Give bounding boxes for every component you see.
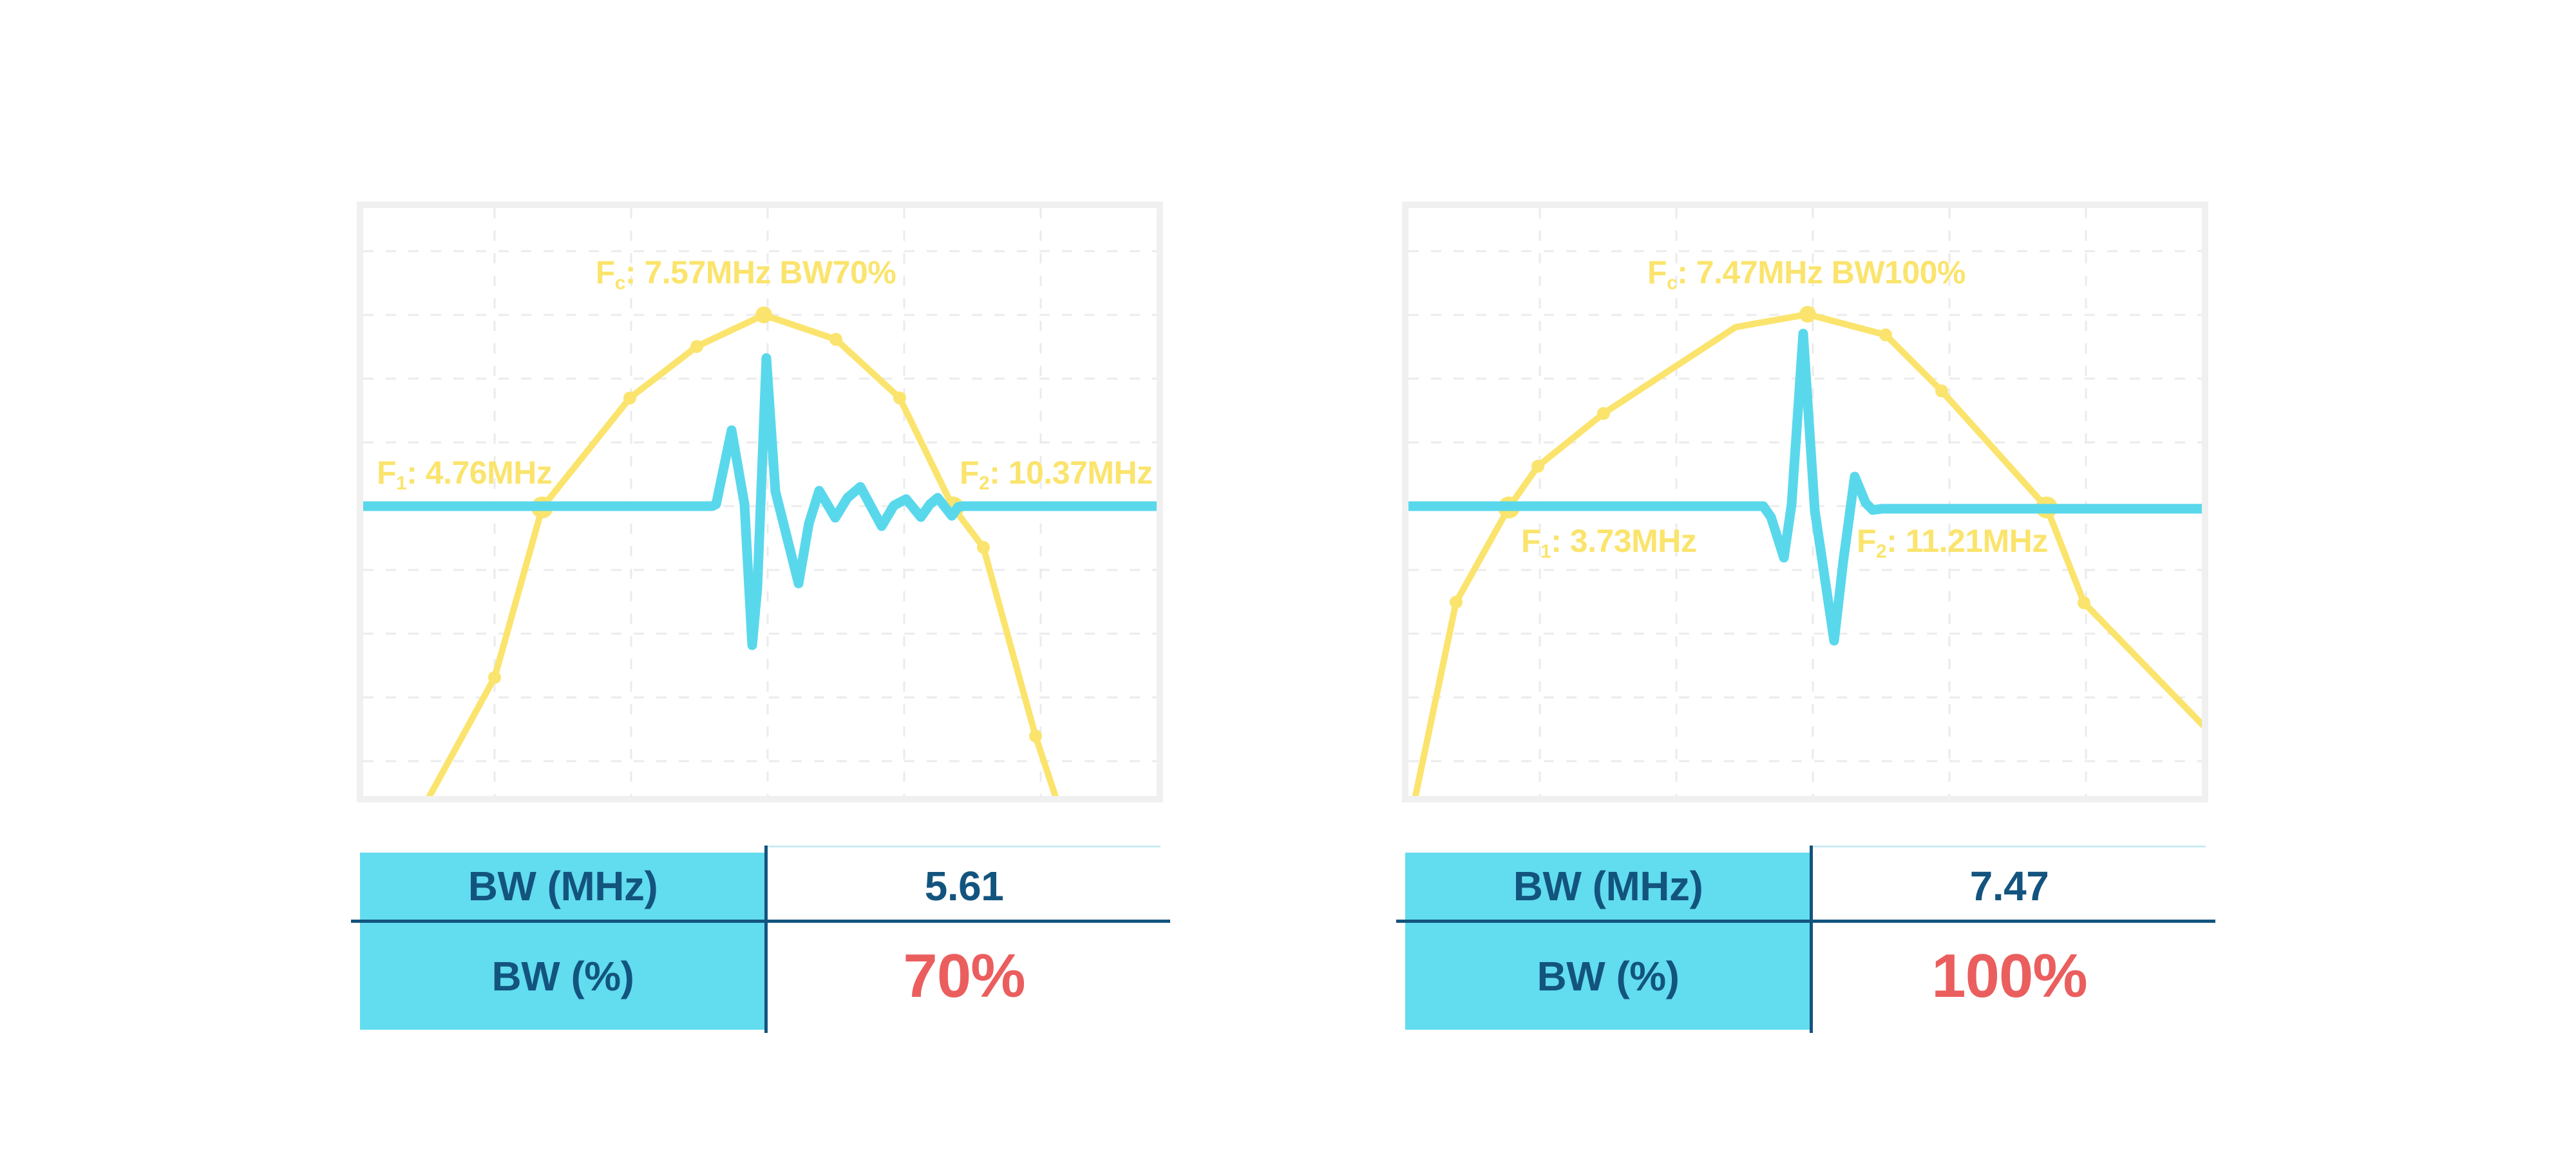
spectrum-data-marker [623,392,636,404]
f2-frequency-label: F2: 11.21MHz [1857,523,2048,562]
table-value-bw-percent: 70% [903,941,1025,1010]
center-frequency-label: Fc: 7.57MHz BW70% [595,254,896,293]
fc-label-f: F [595,254,616,290]
table-row-label-bw-percent: BW (%) [491,953,634,999]
center-frequency-label: Fc: 7.47MHz BW100% [1647,254,1965,293]
fc-label-subscript: c [614,272,626,294]
spectrum-data-marker [1935,384,1948,397]
spectrum-data-marker [488,671,501,684]
fc-label-subscript: c [1667,272,1678,294]
pulse-spectrum-chart [1402,202,2208,802]
spectrum-data-marker [1029,730,1042,743]
table-column-divider [764,846,768,1033]
table-column-divider [1810,846,1813,1033]
f2-label-subscript: 2 [1876,541,1887,562]
spectrum-data-marker [1597,407,1610,420]
spectrum-curve [426,312,1059,796]
table-row-label-bw-mhz: BW (MHz) [468,863,658,909]
spectrum-data-marker [1531,460,1544,473]
table-header-column-background [1405,853,1811,1030]
f2-label-value: : 11.21MHz [1886,523,2048,559]
pulse-spectrum-chart [357,202,1163,802]
f1-frequency-label: F1: 4.76MHz [377,455,553,493]
table-row-divider [351,920,1170,923]
pulse-waveform [1408,328,2202,646]
spectrum-data-marker [829,333,842,346]
table-top-border [766,846,1160,847]
f2-label-value: : 10.37MHz [989,455,1153,491]
fc-label-value: : 7.57MHz BW70% [625,254,896,290]
spectrum-curve [1412,311,2202,796]
f2-label-f: F [1857,523,1877,559]
f1-label-value: : 3.73MHz [1551,523,1697,559]
panel-bw70: Fc: 7.57MHz BW70% F1: 4.76MHz F2: 10.37M… [351,202,1170,1033]
spectrum-data-marker [977,541,990,554]
f2-label-subscript: 2 [979,473,990,494]
table-value-bw-mhz: 7.47 [1969,863,2049,909]
spectrum-data-marker [690,340,703,353]
f2-frequency-label: F2: 10.37MHz [960,455,1153,493]
spectrum-data-marker [1799,306,1816,323]
pulse-waveform [363,353,1157,650]
spectrum-data-marker [1450,596,1463,609]
panel-bw100: Fc: 7.47MHz BW100% F1: 3.73MHz F2: 11.21… [1396,202,2215,1033]
spectrum-data-marker [755,307,772,323]
table-row-label-bw-percent: BW (%) [1537,953,1680,999]
f1-label-subscript: 1 [396,473,407,494]
table-value-bw-mhz: 5.61 [924,863,1004,909]
table-row-label-bw-mhz: BW (MHz) [1513,863,1703,909]
spectrum-data-marker [893,392,906,404]
spectrum-data-marker [1879,328,1892,341]
f1-label-value: : 4.76MHz [406,455,553,491]
fc-label-value: : 7.47MHz BW100% [1677,254,1965,290]
f2-label-f: F [960,455,980,491]
fc-label-f: F [1647,254,1667,290]
table-value-bw-percent: 100% [1931,941,2088,1010]
f1-label-f: F [377,455,397,491]
table-top-border [1811,846,2206,847]
table-header-column-background [360,853,766,1030]
f1-label-subscript: 1 [1540,541,1551,562]
spectrum-data-marker [2078,596,2090,609]
f1-label-f: F [1521,523,1541,559]
f1-frequency-label: F1: 3.73MHz [1521,523,1697,562]
table-row-divider [1396,920,2215,923]
